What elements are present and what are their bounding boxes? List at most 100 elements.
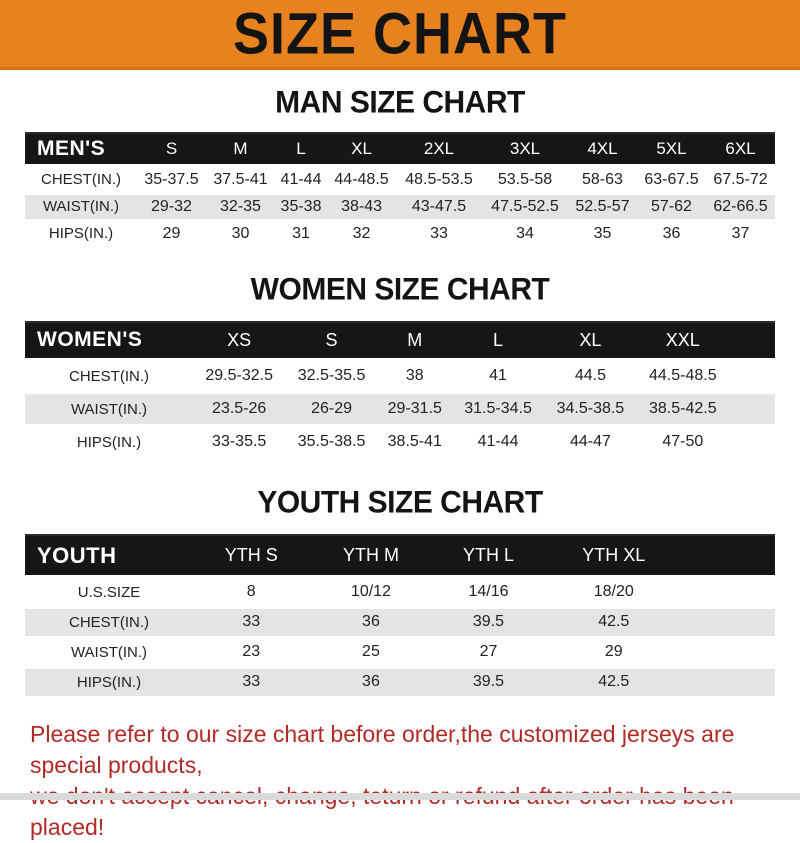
row-label: CHEST(IN.) bbox=[25, 166, 137, 195]
column-header: 5XL bbox=[636, 132, 706, 168]
size-value: 23 bbox=[193, 637, 310, 669]
column-header: YTH L bbox=[432, 534, 545, 579]
table-row: WAIST(IN.) 23.5-26 26-29 29-31.5 31.5-34.5 34… bbox=[25, 392, 775, 427]
spacer-column bbox=[729, 320, 775, 362]
size-value: 63-67.5 bbox=[636, 166, 706, 195]
size-value: 33 bbox=[396, 220, 482, 249]
size-value: 36 bbox=[636, 220, 706, 249]
spacer-cell bbox=[683, 607, 775, 639]
column-header: S bbox=[285, 320, 378, 362]
size-value: 37 bbox=[705, 220, 775, 249]
size-value: 29 bbox=[137, 220, 206, 249]
size-value: 58-63 bbox=[567, 166, 637, 195]
size-value: 37.5-41 bbox=[206, 166, 275, 195]
size-value: 42.5 bbox=[544, 607, 683, 639]
column-header: L bbox=[275, 132, 328, 168]
table-group-label: YOUTH bbox=[25, 534, 193, 579]
size-value: 33-35.5 bbox=[193, 425, 286, 460]
size-value: 35 bbox=[567, 220, 637, 249]
size-value: 32 bbox=[327, 220, 397, 249]
row-label: WAIST(IN.) bbox=[25, 392, 193, 427]
size-value: 44-48.5 bbox=[327, 166, 397, 195]
size-value: 34.5-38.5 bbox=[544, 392, 637, 427]
size-value: 52.5-57 bbox=[567, 193, 637, 222]
size-value: 27 bbox=[432, 637, 545, 669]
size-value: 67.5-72 bbox=[705, 166, 775, 195]
spacer-cell bbox=[729, 359, 775, 394]
size-value: 29-32 bbox=[137, 193, 206, 222]
size-value: 35.5-38.5 bbox=[285, 425, 378, 460]
row-label: CHEST(IN.) bbox=[25, 607, 193, 639]
size-value: 18/20 bbox=[544, 577, 683, 609]
size-value: 32.5-35.5 bbox=[285, 359, 378, 394]
size-charts-container: MAN SIZE CHART MEN'S S M L XL 2XL 3XL 4XL 5XL 6XL… bbox=[0, 85, 800, 699]
size-table: MEN'S S M L XL 2XL 3XL 4XL 5XL 6XL CHEST(IN.) 35-3… bbox=[25, 132, 775, 249]
size-value: 57-62 bbox=[636, 193, 706, 222]
footer-note-line1: Please refer to our size chart before or… bbox=[30, 720, 735, 778]
spacer-cell bbox=[683, 637, 775, 669]
size-table: WOMEN'S XS S M L XL XXL CHEST(IN.) 29.5-32.5 32.… bbox=[25, 320, 775, 460]
size-value: 41 bbox=[451, 359, 545, 394]
column-header: 4XL bbox=[567, 132, 637, 168]
column-header: XS bbox=[193, 320, 286, 362]
size-value: 53.5-58 bbox=[482, 166, 568, 195]
size-value: 44.5-48.5 bbox=[636, 359, 729, 394]
column-header: XXL bbox=[636, 320, 729, 362]
size-value: 26-29 bbox=[285, 392, 378, 427]
size-value: 47.5-52.5 bbox=[482, 193, 568, 222]
size-value: 35-37.5 bbox=[137, 166, 206, 195]
table-row: HIPS(IN.) 33 36 39.5 42.5 bbox=[25, 667, 775, 699]
size-value: 41-44 bbox=[451, 425, 545, 460]
size-table-header-row: YOUTH YTH S YTH M YTH L YTH XL bbox=[25, 534, 775, 579]
row-label: HIPS(IN.) bbox=[25, 425, 193, 460]
row-label: CHEST(IN.) bbox=[25, 359, 193, 394]
chart-heading: YOUTH SIZE CHART bbox=[257, 485, 543, 520]
size-value: 38.5-42.5 bbox=[636, 392, 729, 427]
column-header: L bbox=[451, 320, 545, 362]
size-chart-block: MAN SIZE CHART MEN'S S M L XL 2XL 3XL 4XL 5XL 6XL… bbox=[25, 85, 775, 249]
spacer-cell bbox=[683, 667, 775, 699]
column-header: S bbox=[137, 132, 206, 168]
size-value: 62-66.5 bbox=[705, 193, 775, 222]
footer-note-line2: we don't accept cancel, change, teturn o… bbox=[30, 783, 734, 840]
size-value: 47-50 bbox=[636, 425, 729, 460]
spacer-column bbox=[683, 534, 775, 579]
bottom-strip bbox=[0, 793, 800, 800]
size-value: 23.5-26 bbox=[193, 392, 286, 427]
spacer-cell bbox=[729, 392, 775, 427]
size-value: 29-31.5 bbox=[377, 392, 452, 427]
size-value: 33 bbox=[193, 667, 310, 699]
size-value: 36 bbox=[309, 667, 433, 699]
size-value: 38.5-41 bbox=[377, 425, 452, 460]
table-row: WAIST(IN.) 23 25 27 29 bbox=[25, 637, 775, 669]
size-value: 31.5-34.5 bbox=[451, 392, 545, 427]
size-value: 10/12 bbox=[309, 577, 433, 609]
size-value: 38-43 bbox=[327, 193, 397, 222]
row-label: HIPS(IN.) bbox=[25, 667, 193, 699]
chart-heading: WOMEN SIZE CHART bbox=[250, 271, 550, 307]
size-value: 39.5 bbox=[432, 667, 545, 699]
spacer-cell bbox=[683, 577, 775, 609]
size-value: 29 bbox=[544, 637, 683, 669]
column-header: 6XL bbox=[705, 132, 775, 168]
table-group-label: MEN'S bbox=[25, 132, 137, 168]
size-value: 30 bbox=[206, 220, 275, 249]
size-table-header-row: MEN'S S M L XL 2XL 3XL 4XL 5XL 6XL bbox=[25, 132, 775, 168]
column-header: YTH XL bbox=[544, 534, 683, 579]
banner-title: SIZE CHART bbox=[233, 1, 567, 66]
table-row: WAIST(IN.) 29-32 32-35 35-38 38-43 43-47.5 47.… bbox=[25, 193, 775, 222]
column-header: XL bbox=[544, 320, 637, 362]
size-table-header-row: WOMEN'S XS S M L XL XXL bbox=[25, 320, 775, 362]
size-value: 29.5-32.5 bbox=[193, 359, 286, 394]
column-header: YTH S bbox=[193, 534, 310, 579]
size-value: 14/16 bbox=[432, 577, 545, 609]
column-header: 3XL bbox=[482, 132, 568, 168]
size-value: 44.5 bbox=[544, 359, 637, 394]
size-chart-block: YOUTH SIZE CHART YOUTH YTH S YTH M YTH L YTH… bbox=[25, 485, 775, 699]
size-value: 44-47 bbox=[544, 425, 637, 460]
size-chart-block: WOMEN SIZE CHART WOMEN'S XS S M L XL XXL CHEST… bbox=[25, 271, 775, 460]
size-value: 39.5 bbox=[432, 607, 545, 639]
row-label: HIPS(IN.) bbox=[25, 220, 137, 249]
size-value: 25 bbox=[309, 637, 433, 669]
size-value: 42.5 bbox=[544, 667, 683, 699]
